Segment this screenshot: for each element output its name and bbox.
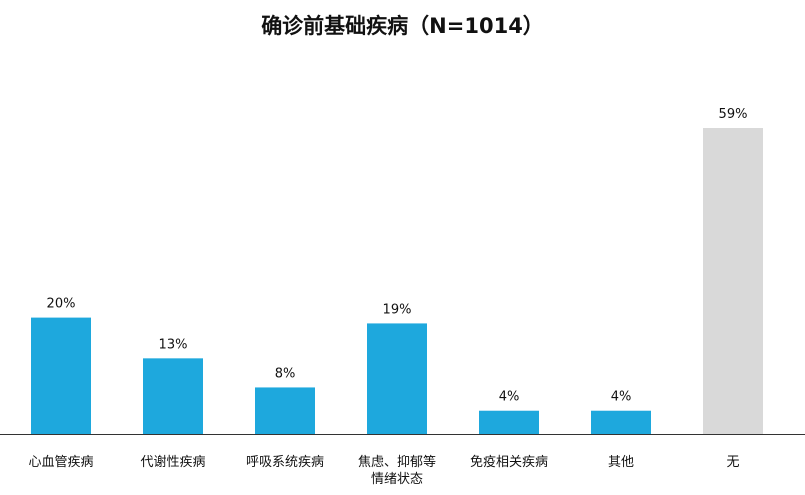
category-label: 其他 [607, 455, 634, 470]
category-label: 焦虑、抑郁等 情绪状态 [357, 455, 436, 487]
bar [703, 128, 763, 434]
category-label: 心血管疾病 [28, 455, 94, 470]
chart-title: 确诊前基础疾病（N=1014） [261, 14, 544, 38]
bar [367, 323, 427, 434]
data-label: 4% [611, 390, 632, 405]
bar [31, 317, 91, 434]
bar [591, 410, 651, 434]
data-label: 4% [499, 390, 520, 405]
category-label: 无 [726, 455, 740, 470]
data-label: 19% [383, 302, 412, 317]
bar [143, 358, 203, 434]
category-label: 呼吸系统疾病 [245, 455, 324, 470]
category-label: 免疫相关疾病 [469, 455, 548, 470]
data-label: 8% [275, 366, 296, 381]
data-label: 59% [719, 107, 748, 122]
data-label: 20% [47, 297, 76, 312]
data-label: 13% [159, 337, 188, 352]
bar [479, 410, 539, 434]
bar [255, 387, 315, 434]
category-label: 代谢性疾病 [140, 455, 206, 470]
